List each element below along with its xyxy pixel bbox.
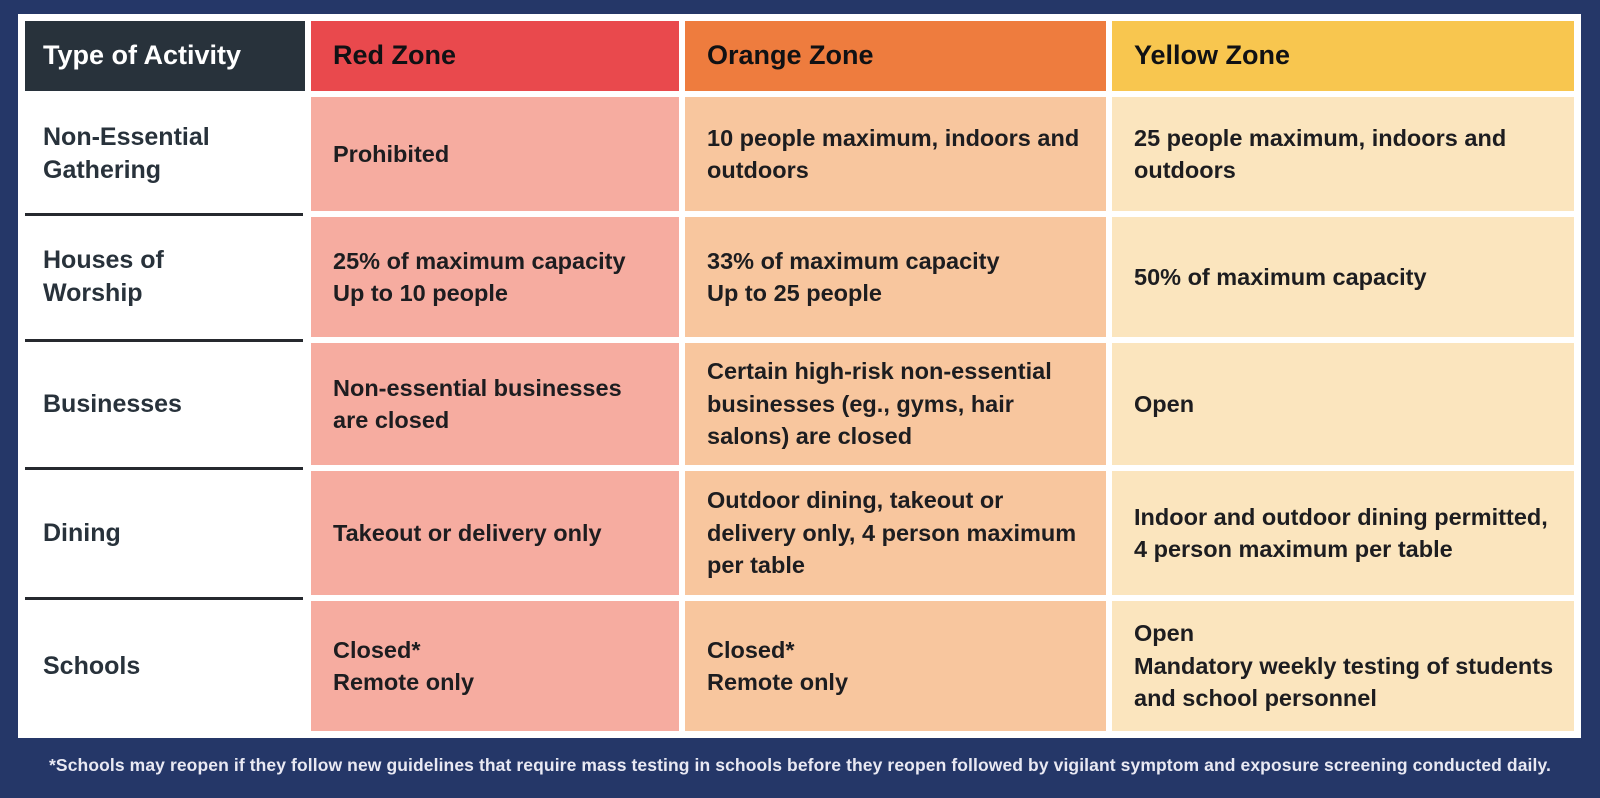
cell-schools-yellow: Open Mandatory weekly testing of student… xyxy=(1112,601,1574,731)
cell-worship-yellow: 50% of maximum capacity xyxy=(1112,217,1574,337)
cell-businesses-red: Non-essential businesses are closed xyxy=(311,343,679,465)
cell-worship-orange: 33% of maximum capacity Up to 25 people xyxy=(685,217,1106,337)
row-label-non-essential-gathering: Non-Essential Gathering xyxy=(25,97,305,211)
schools-footnote: *Schools may reopen if they follow new g… xyxy=(49,754,1551,775)
cell-businesses-orange: Certain high-risk non-essential business… xyxy=(685,343,1106,465)
row-label-houses-of-worship: Houses of Worship xyxy=(25,212,305,337)
header-cell-orange-zone: Orange Zone xyxy=(685,21,1106,91)
cell-dining-red: Takeout or delivery only xyxy=(311,471,679,595)
cell-gathering-red: Prohibited xyxy=(311,97,679,211)
table-grid: Type of Activity Red Zone Orange Zone Ye… xyxy=(25,21,1574,731)
cell-dining-yellow: Indoor and outdoor dining permitted, 4 p… xyxy=(1112,471,1574,595)
zone-restrictions-table: Type of Activity Red Zone Orange Zone Ye… xyxy=(18,14,1581,738)
cell-dining-orange: Outdoor dining, takeout or delivery only… xyxy=(685,471,1106,595)
header-cell-yellow-zone: Yellow Zone xyxy=(1112,21,1574,91)
cell-worship-red: 25% of maximum capacity Up to 10 people xyxy=(311,217,679,337)
cell-gathering-orange: 10 people maximum, indoors and outdoors xyxy=(685,97,1106,211)
header-cell-type-of-activity: Type of Activity xyxy=(25,21,305,91)
header-cell-red-zone: Red Zone xyxy=(311,21,679,91)
row-label-schools: Schools xyxy=(25,596,305,731)
cell-schools-orange: Closed* Remote only xyxy=(685,601,1106,731)
row-label-businesses: Businesses xyxy=(25,338,305,465)
row-label-dining: Dining xyxy=(25,466,305,595)
cell-gathering-yellow: 25 people maximum, indoors and outdoors xyxy=(1112,97,1574,211)
cell-businesses-yellow: Open xyxy=(1112,343,1574,465)
cell-schools-red: Closed* Remote only xyxy=(311,601,679,731)
